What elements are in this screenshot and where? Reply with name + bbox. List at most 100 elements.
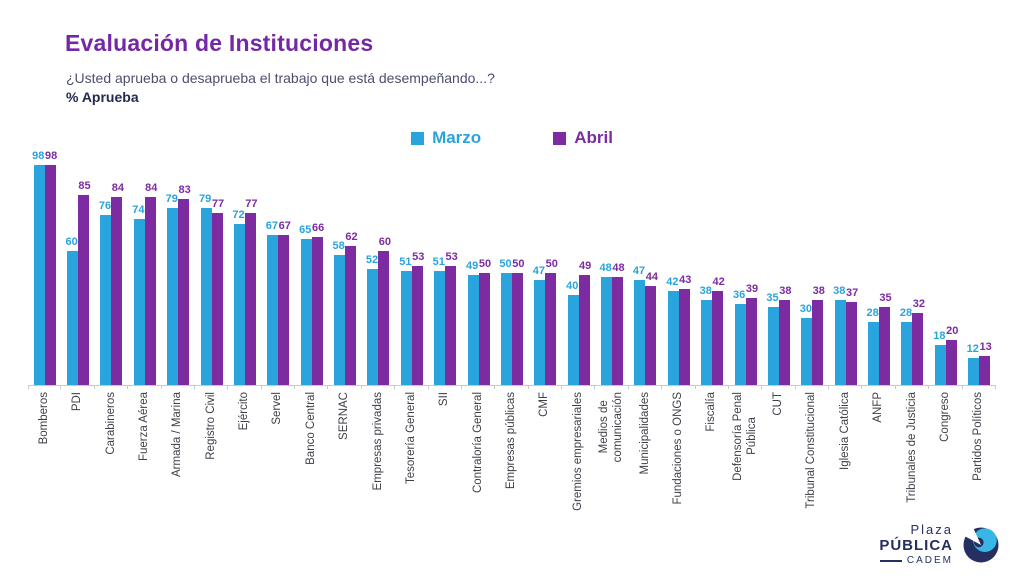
value-label-abril: 77 [211,198,225,210]
bar-slot-abril: 20 [945,152,958,385]
bar-abril [211,213,223,385]
bar-slot-abril: 49 [578,152,591,385]
bar-abril [44,165,56,385]
metric-label: % Aprueba [66,89,139,105]
bar-slot-marzo: 67 [266,152,279,385]
category-label: SERNAC [338,392,351,440]
bar-slot-abril: 77 [244,152,258,385]
category-label-row: Tesorería General [395,386,428,526]
bar-marzo [767,307,779,385]
category-label: ANFP [872,392,885,423]
value-label-marzo: 79 [198,193,212,205]
bar-marzo [567,295,579,385]
value-label-marzo: 51 [399,256,412,268]
bar-abril [545,273,557,385]
category-bars: 79 83 [161,152,195,386]
category-label-row: Empresas públicas [495,386,528,526]
category-group: 38 37 Iglesia Católica [829,152,863,526]
category-bars: 38 42 [695,152,729,386]
bar-marzo [601,277,613,385]
bar-slot-marzo: 12 [966,152,980,385]
bar-abril [445,266,457,385]
bar-marzo [634,280,646,385]
category-label: CUT [772,392,785,416]
value-label-marzo: 76 [98,200,112,212]
category-label: Fundaciones o ONGS [671,392,684,505]
category-bars: 36 39 [728,152,763,386]
value-label-marzo: 36 [732,289,746,301]
bar-slot-marzo: 79 [198,152,212,385]
category-group: 76 84 Carabineros [94,152,129,526]
bar-marzo [334,255,346,385]
bar-abril [645,286,657,385]
value-label-marzo: 30 [799,303,812,315]
category-bars: 30 38 [795,152,829,386]
category-bars: 51 53 [395,152,429,386]
bar-slot-abril: 38 [812,152,825,385]
logo-line-publica: PÚBLICA [879,537,953,554]
category-group: 28 32 Tribunales de Justicia [895,152,930,526]
bar-slot-marzo: 49 [466,152,479,385]
bar-slot-marzo: 76 [98,152,112,385]
bar-abril [812,300,824,385]
value-label-marzo: 12 [966,343,979,355]
category-group: 12 13 Partidos Políticos [962,152,997,526]
value-label-abril: 84 [111,182,125,194]
value-label-abril: 85 [78,180,91,192]
category-group: 38 42 Fiscalía [695,152,730,526]
bar-marzo [33,165,45,385]
category-label-row: Tribunal Constitucional [796,386,829,526]
bar-slot-abril: 39 [745,152,758,385]
category-group: 79 83 Armada / Marina [161,152,196,526]
category-bars: 67 67 [261,152,295,386]
category-label: Municipalidades [638,392,651,475]
category-bars: 47 50 [528,152,562,386]
category-label: Servel [271,392,284,425]
category-label: Tribunales de Justicia [905,392,918,503]
category-bars: 98 98 [28,150,62,386]
value-label-abril: 42 [712,276,725,288]
category-group: 40 49 Gremios empresariales [562,152,596,526]
bar-slot-marzo: 52 [366,152,379,385]
category-group: 47 50 CMF [528,152,563,526]
bar-slot-abril: 53 [445,152,458,385]
category-label-row: Fiscalía [696,386,729,526]
brand-logo: Plaza PÚBLICA CADEM [879,523,1002,566]
category-group: 50 50 Empresas públicas [495,152,530,526]
category-label-row: Contraloría General [462,386,495,526]
category-label: Ejército [238,392,251,431]
category-label-row: Bomberos [28,386,61,526]
category-bars: 60 85 [61,152,95,386]
category-label: Fuerza Aérea [137,392,150,462]
bar-abril [778,300,790,385]
bar-slot-marzo: 28 [900,152,913,385]
bar-slot-abril: 42 [712,152,725,385]
category-label-row: Congreso [929,386,962,526]
bar-slot-abril: 43 [678,152,691,385]
category-bars: 65 66 [295,152,329,386]
bar-slot-marzo: 28 [866,152,880,385]
bar-slot-abril: 77 [211,152,225,385]
category-bars: 28 35 [862,152,896,386]
value-label-marzo: 79 [165,193,178,205]
category-bars: 28 32 [895,152,930,386]
bar-abril [745,298,757,385]
value-label-abril: 77 [245,198,258,210]
legend-swatch-marzo [411,131,425,145]
bar-slot-abril: 32 [912,152,925,385]
category-label-row: Tribunales de Justicia [896,386,929,526]
bar-abril [311,237,323,385]
bar-marzo [400,271,412,385]
value-label-abril: 53 [445,251,458,263]
category-bars: 48 48 [595,152,629,386]
bar-slot-marzo: 72 [232,152,245,385]
chart-legend: Marzo Abril [0,128,1024,148]
category-label-row: Fuerza Aérea [128,386,161,526]
value-label-abril: 38 [779,285,792,297]
bar-abril [411,266,423,385]
category-group: 48 48 Medios de comunicación [595,152,630,526]
bar-marzo [167,208,179,385]
bar-abril [378,251,390,385]
value-label-abril: 60 [378,236,392,248]
category-group: 79 77 Registro Civil [194,152,229,526]
